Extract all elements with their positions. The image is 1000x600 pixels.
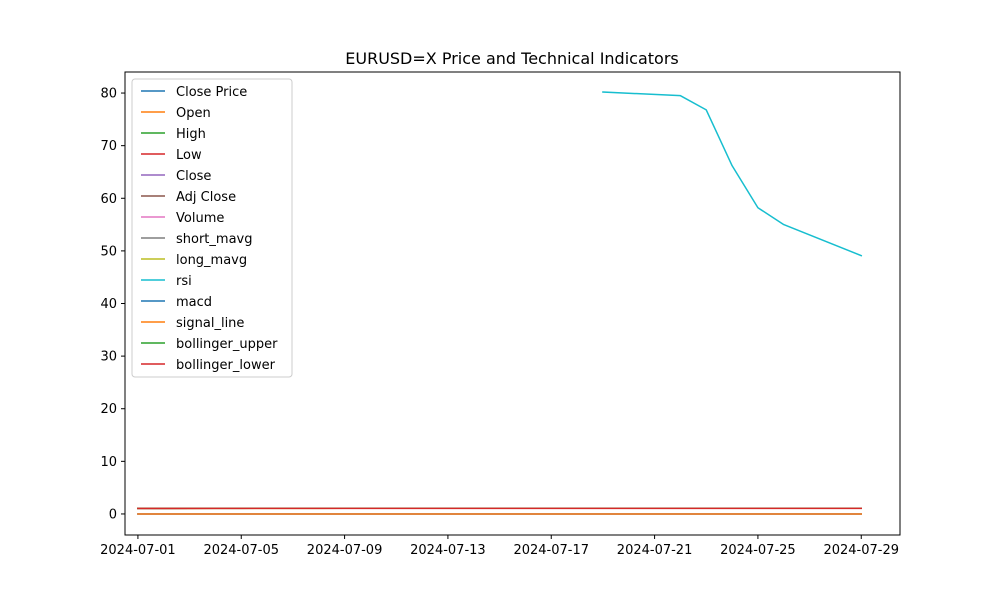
x-tick-label: 2024-07-29 xyxy=(823,543,899,558)
legend-label-bollinger-lower: bollinger_lower xyxy=(176,358,276,373)
y-axis: 0 10 20 30 40 50 60 70 80 xyxy=(100,87,125,522)
legend-label-adj-close: Adj Close xyxy=(176,190,236,205)
series-layer xyxy=(137,91,863,515)
legend-box xyxy=(131,78,293,378)
legend-label-bollinger-upper: bollinger_upper xyxy=(176,337,278,352)
x-tick-label: 2024-07-17 xyxy=(513,543,589,558)
y-tick-label: 50 xyxy=(100,244,117,259)
legend-label-long-mavg: long_mavg xyxy=(176,253,247,268)
legend-label-open: Open xyxy=(176,106,211,121)
y-tick-label: 70 xyxy=(100,139,117,154)
legend-label-low: Low xyxy=(176,148,202,163)
legend-label-close: Close xyxy=(176,169,211,184)
legend-label-signal-line: signal_line xyxy=(176,316,244,331)
x-tick-label: 2024-07-01 xyxy=(100,543,176,558)
x-tick-label: 2024-07-09 xyxy=(307,543,383,558)
y-tick-label: 80 xyxy=(100,87,117,102)
x-tick-label: 2024-07-13 xyxy=(410,543,486,558)
legend-label-volume: Volume xyxy=(176,211,224,226)
legend-label-rsi: rsi xyxy=(176,274,192,289)
legend-label-close-price: Close Price xyxy=(176,85,247,100)
x-tick-label: 2024-07-05 xyxy=(203,543,279,558)
x-tick-label: 2024-07-21 xyxy=(617,543,693,558)
series-line-rsi xyxy=(602,91,863,257)
y-tick-label: 30 xyxy=(100,350,117,365)
y-tick-label: 40 xyxy=(100,297,117,312)
y-tick-label: 60 xyxy=(100,192,117,207)
legend-label-macd: macd xyxy=(176,295,212,310)
legend-label-short-mavg: short_mavg xyxy=(176,232,252,247)
y-tick-label: 20 xyxy=(100,402,117,417)
y-tick-label: 10 xyxy=(100,455,117,470)
legend: Close Price Open High Low Close Adj Close Volu… xyxy=(131,78,293,378)
chart-title: EURUSD=X Price and Technical Indicators xyxy=(345,49,678,68)
legend-label-high: High xyxy=(176,127,206,142)
y-tick-label: 0 xyxy=(109,507,117,522)
x-tick-label: 2024-07-25 xyxy=(720,543,796,558)
x-axis: 2024-07-01 2024-07-05 2024-07-09 2024-07-13… xyxy=(100,535,899,558)
